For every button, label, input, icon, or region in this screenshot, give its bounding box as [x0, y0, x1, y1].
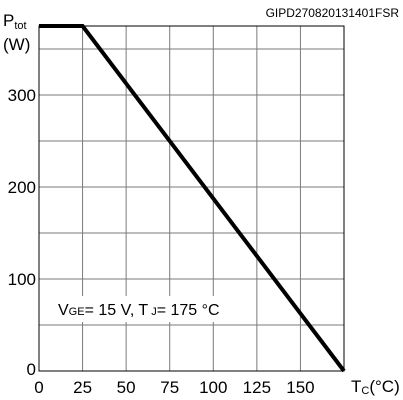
series-line-0	[39, 24, 346, 373]
y-axis-label: Ptot	[3, 11, 27, 32]
annotation-t-sub: J	[151, 306, 157, 318]
y-tick-label-0: 0	[27, 360, 36, 379]
x-tick-label-0: 0	[34, 378, 43, 397]
annotation-box	[50, 296, 252, 322]
y-tick-label-3: 300	[8, 86, 36, 105]
x-axis-label-sub: C	[361, 385, 369, 397]
annotation-t-rest: = 175 °C	[157, 302, 220, 319]
annotation-v-sub: GE	[69, 306, 85, 318]
plot-frame	[38, 25, 345, 372]
y-tick-label-1: 100	[8, 270, 36, 289]
x-tick-label-5: 125	[243, 378, 271, 397]
x-axis-label-main: T	[351, 377, 361, 396]
y-axis-unit: (W)	[3, 35, 30, 54]
x-tick-label-1: 25	[73, 378, 92, 397]
x-tick-label-4: 100	[199, 378, 227, 397]
y-axis-label-main: P	[3, 11, 14, 30]
annotation-v-rest: = 15 V, T	[85, 302, 149, 319]
x-tick-label-3: 75	[160, 378, 179, 397]
x-axis-label: TC(°C)	[351, 377, 400, 397]
y-axis-label-sub: tot	[14, 20, 26, 32]
x-tick-labels: 0 25 50 75 100 125 150	[34, 378, 314, 397]
x-tick-label-6: 150	[286, 378, 314, 397]
x-axis-label-unit: (°C)	[369, 377, 399, 396]
x-tick-label-2: 50	[117, 378, 136, 397]
figure-code: GIPD270820131401FSR	[266, 6, 400, 20]
y-tick-label-2: 200	[8, 178, 36, 197]
y-tick-labels: 0 100 200 300	[8, 86, 36, 379]
series-layer	[39, 24, 346, 373]
annotation-v: V	[58, 302, 69, 319]
annotation: VGE= 15 V, T J= 175 °C	[58, 302, 220, 319]
